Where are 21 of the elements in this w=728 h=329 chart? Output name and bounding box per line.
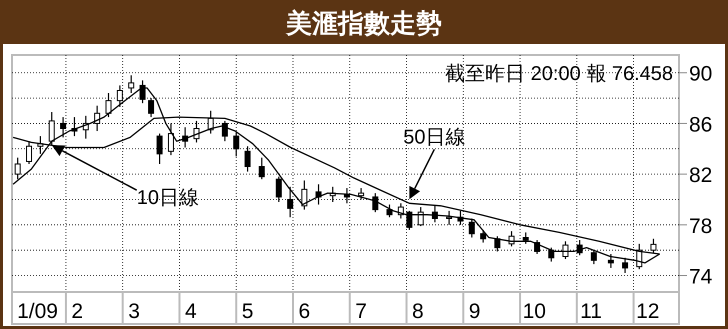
- x-tick-label: 6: [298, 300, 310, 323]
- text: 50日線: [403, 126, 466, 148]
- y-tick-label: 86: [689, 113, 712, 136]
- chart-title: 美滙指數走勢: [285, 8, 442, 38]
- text: 10日線: [136, 187, 199, 210]
- x-tick-label: 8: [412, 300, 424, 323]
- x-tick-label: 12: [636, 300, 660, 323]
- x-tick-label: 11: [580, 300, 602, 323]
- y-tick-label: 90: [689, 62, 712, 86]
- y-tick-label: 74: [689, 266, 713, 289]
- x-tick-label: 10: [522, 300, 546, 323]
- x-tick-label: 4: [184, 300, 197, 323]
- x-tick-label: 1/09: [17, 300, 58, 323]
- x-tick-label: 3: [128, 300, 140, 323]
- y-tick-label: 78: [689, 214, 712, 238]
- x-tick-label: 5: [242, 300, 254, 323]
- x-tick-label: 7: [355, 300, 367, 323]
- y-tick-label: 82: [689, 164, 712, 188]
- annotation: 截至昨日 20:00 報 76.458: [445, 63, 673, 85]
- x-tick-label: 2: [71, 300, 84, 323]
- x-tick-label: 9: [468, 300, 480, 323]
